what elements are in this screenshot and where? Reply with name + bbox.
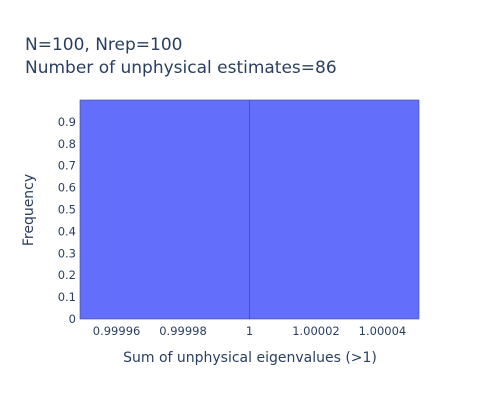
x-tick-label: 0.99998 <box>159 324 207 338</box>
histogram-bar-2 <box>249 99 420 320</box>
y-tick-label: 0.7 <box>58 159 76 173</box>
x-tick-label: 1.00004 <box>359 324 407 338</box>
y-axis-ticks: 0 0.1 0.2 0.3 0.4 0.5 0.6 0.7 0.8 0.9 <box>58 115 76 326</box>
y-tick-label: 0.6 <box>58 181 76 195</box>
y-tick-label: 0.9 <box>58 115 76 129</box>
y-tick-label: 0.3 <box>58 246 76 260</box>
y-tick-label: 0.4 <box>58 224 76 238</box>
histogram-bar-1 <box>79 99 250 320</box>
plot-area <box>79 99 420 320</box>
x-axis-ticks: 0.99996 0.99998 1 1.00002 1.00004 <box>93 324 406 338</box>
x-axis-title: Sum of unphysical eigenvalues (>1) <box>123 350 377 366</box>
y-tick-label: 0.8 <box>58 137 76 151</box>
y-axis-title: Frequency <box>21 174 37 246</box>
chart-title-line-2: Number of unphysical estimates=86 <box>25 58 337 78</box>
chart-title-line-1: N=100, Nrep=100 <box>25 35 183 55</box>
y-tick-label: 0.5 <box>58 203 76 217</box>
x-tick-label: 0.99996 <box>93 324 141 338</box>
y-tick-label: 0.2 <box>58 268 76 282</box>
x-tick-label: 1.00002 <box>292 324 340 338</box>
y-tick-label: 0 <box>69 312 76 326</box>
y-tick-label: 0.1 <box>58 290 76 304</box>
x-tick-label: 1 <box>246 324 253 338</box>
